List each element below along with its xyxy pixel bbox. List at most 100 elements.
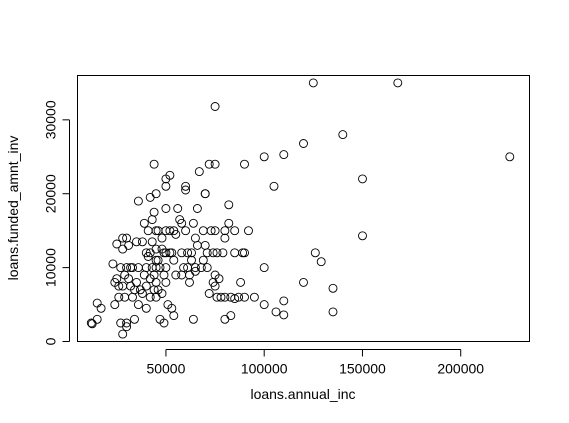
x-axis: 50000 100000 150000 200000 (146, 349, 484, 377)
data-point (151, 189, 161, 199)
data-point (202, 248, 212, 258)
data-point (240, 248, 249, 258)
data-point (185, 277, 194, 287)
data-point (118, 244, 128, 254)
data-point (204, 289, 214, 298)
data-point (153, 226, 163, 236)
data-point (110, 300, 120, 310)
data-point (132, 277, 141, 287)
data-point (230, 248, 240, 258)
data-point (200, 240, 210, 250)
data-point (122, 318, 132, 328)
data-point (171, 229, 181, 239)
data-point (198, 226, 208, 236)
data-point (118, 233, 128, 243)
data-point (271, 307, 281, 317)
x-tick-label: 200000 (437, 361, 484, 377)
x-axis-label: loans.annual_inc (250, 386, 355, 402)
data-point (151, 292, 161, 302)
data-point (328, 307, 338, 317)
data-point (230, 294, 240, 304)
data-point (210, 281, 220, 291)
data-point (92, 298, 102, 308)
y-axis-label: loans.funded_amnt_inv (5, 136, 21, 281)
data-point (87, 319, 97, 329)
data-point (137, 237, 147, 247)
data-point (159, 270, 169, 280)
data-point (133, 263, 143, 273)
data-point (188, 314, 198, 324)
data-point (133, 300, 143, 310)
data-point (187, 255, 196, 265)
data-point (249, 292, 259, 302)
data-point (141, 263, 151, 273)
data-point (216, 292, 226, 302)
data-point (240, 292, 249, 302)
data-point (224, 218, 234, 228)
data-point (244, 226, 253, 236)
data-point (358, 174, 367, 184)
data-point (147, 215, 157, 225)
data-point (177, 270, 187, 280)
data-point (151, 226, 161, 236)
data-point (192, 204, 202, 213)
data-point (161, 204, 171, 213)
data-point (218, 248, 228, 258)
data-point (161, 181, 171, 191)
data-point (185, 270, 194, 280)
data-point (108, 259, 118, 269)
data-point (299, 277, 308, 287)
data-point (358, 231, 367, 241)
y-tick-label: 20000 (43, 174, 59, 213)
data-point (92, 314, 102, 324)
data-point (169, 255, 179, 265)
data-point (128, 263, 137, 273)
data-point (299, 139, 308, 148)
data-point (279, 310, 289, 320)
data-point (240, 159, 249, 169)
data-point (316, 257, 326, 267)
data-point (192, 240, 202, 250)
data-point (139, 218, 149, 228)
data-points (86, 78, 515, 339)
data-point (141, 281, 151, 291)
data-point (161, 248, 171, 258)
data-point (137, 289, 147, 298)
data-point (159, 318, 169, 328)
data-point (308, 78, 318, 88)
y-tick-label: 0 (43, 337, 59, 345)
data-point (133, 196, 143, 206)
data-point (155, 263, 165, 273)
data-point (204, 159, 214, 169)
data-point (188, 218, 198, 228)
y-tick-label: 30000 (43, 100, 59, 139)
data-point (132, 237, 141, 247)
data-point (224, 200, 234, 210)
data-point (206, 226, 216, 236)
data-point (202, 263, 212, 273)
data-point (157, 233, 167, 243)
plot-frame (77, 75, 530, 342)
data-point (153, 255, 163, 265)
data-point (96, 303, 106, 313)
data-point (145, 292, 155, 302)
data-point (116, 263, 126, 273)
data-point (165, 170, 175, 180)
data-point (171, 270, 181, 280)
data-point (124, 240, 134, 250)
data-point (128, 292, 137, 302)
data-point (181, 226, 191, 236)
data-point (220, 233, 230, 243)
data-point (151, 277, 161, 287)
data-point (177, 248, 187, 258)
x-tick-label: 50000 (146, 361, 185, 377)
data-point (181, 181, 191, 191)
y-axis: 0 10000 20000 30000 (43, 100, 70, 345)
data-point (149, 207, 159, 217)
data-point (118, 329, 128, 339)
data-point (161, 277, 171, 287)
data-point (112, 239, 122, 249)
data-point (122, 263, 132, 273)
data-point (259, 152, 269, 162)
